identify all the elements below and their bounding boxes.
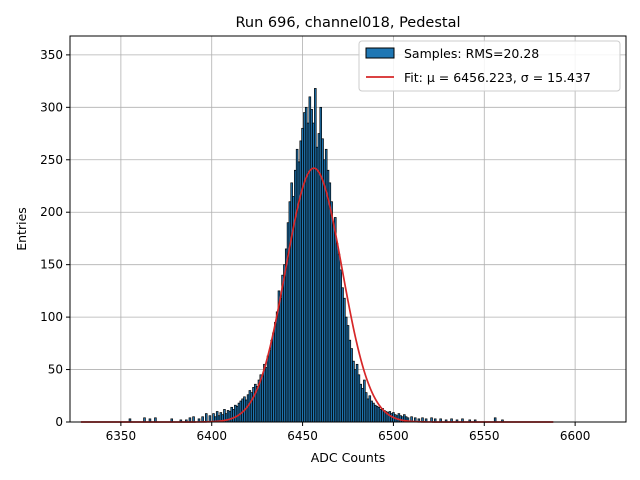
legend-samples-swatch — [365, 47, 395, 59]
x-axis-label: ADC Counts — [311, 450, 386, 465]
x-tick-label: 6550 — [469, 429, 500, 443]
y-tick-label: 250 — [40, 153, 63, 167]
y-tick-label: 150 — [40, 258, 63, 272]
y-tick-label: 200 — [40, 205, 63, 219]
x-tick-label: 6400 — [196, 429, 227, 443]
y-tick-label: 300 — [40, 100, 63, 114]
y-tick-label: 0 — [55, 415, 63, 429]
x-axis-ticks: 6350 6400 6450 6500 6550 6600 — [106, 422, 591, 443]
legend-samples-label: Samples: RMS=20.28 — [404, 46, 539, 61]
y-axis-ticks: 0 50 100 150 200 250 300 350 — [40, 48, 70, 429]
legend-box — [358, 40, 621, 92]
y-tick-label: 350 — [40, 48, 63, 62]
x-tick-label: 6450 — [287, 429, 318, 443]
chart-title: Run 696, channel018, Pedestal — [235, 15, 460, 31]
plot-frame — [69, 35, 627, 423]
y-tick-label: 100 — [40, 310, 63, 324]
x-tick-label: 6350 — [106, 429, 137, 443]
y-axis-label: Entries — [14, 207, 29, 251]
legend-fit-label: Fit: μ = 6456.223, σ = 15.437 — [404, 70, 591, 85]
x-tick-label: 6600 — [560, 429, 591, 443]
histogram-bar — [205, 413, 208, 423]
legend: Samples: RMS=20.28 Fit: μ = 6456.223, σ … — [358, 40, 621, 92]
y-tick-label: 50 — [48, 363, 63, 377]
x-tick-label: 6500 — [378, 429, 409, 443]
